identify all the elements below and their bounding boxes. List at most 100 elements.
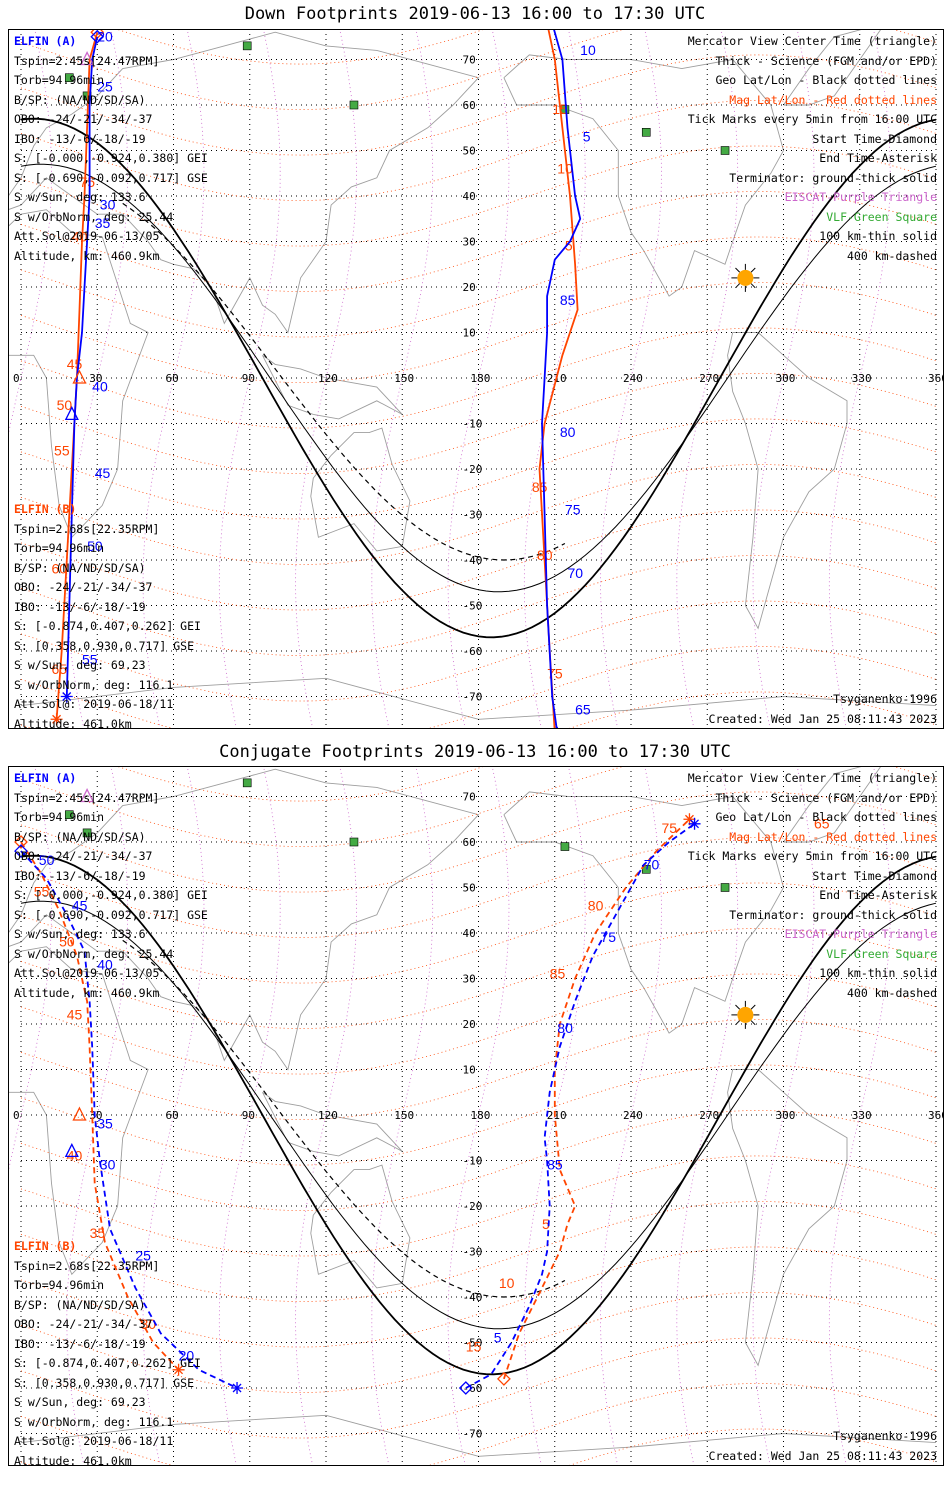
elfin-a-line: Torb=94.96min <box>14 810 105 824</box>
mag-parallel <box>20 767 937 848</box>
lon-tick-label: 330 <box>852 372 872 385</box>
track-time-label: 55 <box>34 884 50 900</box>
end-asterisk <box>683 813 696 826</box>
mag-parallel <box>20 99 937 202</box>
footprint-map-conjugate[interactable]: 0 30 60 90 120 150 180 210 240 270 300 330 360 70 60 50… <box>9 767 943 1465</box>
elfin-a-track <box>465 823 696 1389</box>
legend-line: 400 km-dashed <box>846 985 937 1000</box>
terminator-400km <box>122 202 566 561</box>
track-time-label: 10 <box>557 160 573 176</box>
lat-tick-label: 70 <box>463 54 476 67</box>
mag-parallel <box>20 1155 937 1257</box>
track-time-label: 10 <box>499 1275 515 1291</box>
track-time-label: 50 <box>87 538 103 554</box>
elfin-a-line: Torb=94.96min <box>14 73 105 87</box>
created-label: Created: Wed Jan 25 08:11:43 2023 <box>708 712 937 726</box>
vlf-station-square <box>720 146 730 155</box>
lon-tick-label: 120 <box>318 372 338 385</box>
lon-tick-label: 90 <box>242 372 255 385</box>
vlf-station-square <box>720 883 730 892</box>
legend-line: End Time-Asterisk <box>819 151 937 165</box>
track-time-label: 85 <box>532 479 548 495</box>
lon-tick-label: 60 <box>166 1109 179 1122</box>
end-asterisk <box>556 726 558 728</box>
lat-tick-label: -50 <box>463 600 483 613</box>
lon-tick-label: 240 <box>623 372 643 385</box>
elfin-b-line: B/SP: (NA/ND/SD/SA) <box>14 1297 146 1312</box>
track-time-label: 85 <box>550 966 566 982</box>
lat-tick-label: -30 <box>463 1246 483 1259</box>
mag-parallel <box>20 928 937 1030</box>
continent-outline <box>262 354 403 420</box>
continent-outline <box>727 1069 848 1367</box>
model-label: Tsyganenko-1996 <box>833 1429 937 1443</box>
continent-outline <box>310 427 411 552</box>
elfin-b-track <box>55 31 99 720</box>
end-asterisk <box>688 817 701 830</box>
model-label: Tsyganenko-1996 <box>833 692 937 706</box>
legend-line-mag: Mag Lat/Lon - Red dotted lines <box>729 92 937 107</box>
track-time-label: 5 <box>494 1330 502 1346</box>
track-time-label: 75 <box>79 174 95 190</box>
lat-tick-label: 30 <box>463 973 476 986</box>
lat-tick-label: -40 <box>463 554 483 567</box>
elfin-b-line: OBO: -24/-21/-34/-37 <box>14 580 153 594</box>
lon-tick-label: 300 <box>776 372 796 385</box>
track-time-label: 20 <box>97 30 113 44</box>
elfin-b-line: S: [-0.874,0.407,0.262] GEI <box>14 619 201 633</box>
legend-line: End Time-Asterisk <box>819 888 937 902</box>
track-time-label: 45 <box>95 465 111 481</box>
legend: Mercator View Center Time (triangle) Thi… <box>688 769 937 1003</box>
lat-tick-label: -70 <box>463 1428 483 1441</box>
continent-outline <box>503 791 784 1034</box>
lon-tick-label: 150 <box>394 1109 414 1122</box>
mag-parallel <box>20 54 937 156</box>
legend-line-mag: Mag Lat/Lon - Red dotted lines <box>729 829 937 844</box>
mag-parallel <box>20 973 937 1075</box>
track-time-label: 50 <box>59 934 75 950</box>
sun-ray <box>750 267 756 273</box>
lat-tick-label: 20 <box>463 1018 476 1031</box>
continent-outline <box>783 767 881 843</box>
lat-tick-label: -20 <box>463 1200 483 1213</box>
track-time-label: 45 <box>67 356 83 372</box>
track-time-label: 45 <box>72 897 88 913</box>
elfin-a-line: OBO: -24/-21/-34/-37 <box>14 849 153 863</box>
sun-ray <box>750 1020 756 1026</box>
mag-parallel <box>20 372 937 475</box>
mag-parallel <box>20 1292 937 1393</box>
start-diamond <box>14 844 28 859</box>
elfin-b-line: S: [0.358,0.930,0.717] GSE <box>14 1375 195 1390</box>
elfin-a-info: ELFIN (A) Tspin=2.45s[24.47RPM] Torb=94.… <box>14 769 208 1003</box>
lon-tick-label: 360 <box>928 372 943 385</box>
mag-parallel <box>20 1109 937 1212</box>
elfin-b-info: ELFIN (B) Tspin=2.68s[22.35RPM] Torb=94.… <box>14 1237 201 1465</box>
mag-parallel <box>20 327 937 429</box>
legend-line: Geo Lat/Lon - Black dotted lines <box>715 810 937 824</box>
elfin-b-line: Torb=94.96min <box>14 1278 105 1292</box>
lat-tick-label: 10 <box>463 327 476 340</box>
elfin-a-info: ELFIN (A) Tspin=2.45s[24.47RPM] Torb=94.… <box>14 32 208 266</box>
sun-ray <box>735 1004 741 1010</box>
track-time-label: 50 <box>57 397 73 413</box>
lon-tick-label: 90 <box>242 1109 255 1122</box>
footprint-map-down[interactable]: 0306090120150180210240270300330360706050… <box>9 30 943 728</box>
panel1-title: Down Footprints 2019-06-13 16:00 to 17:3… <box>244 4 706 24</box>
elfin-a-line: B/SP: (NA/ND/SD/SA) <box>14 92 146 107</box>
track-time-label: 5 <box>542 1216 550 1232</box>
mag-parallel <box>20 30 937 111</box>
legend-line: 100 km-thin solid <box>819 229 937 243</box>
legend-line: 100 km-thin solid <box>819 966 937 980</box>
elfin-b-line: Tspin=2.68s[22.35RPM] <box>14 521 160 536</box>
vlf-station-square <box>560 842 570 851</box>
continent-outline <box>310 1164 411 1289</box>
lat-tick-label: 40 <box>463 927 476 940</box>
lat-tick-label: 40 <box>463 190 476 203</box>
mag-parallel <box>20 600 937 702</box>
legend-line-vlf: VLF-Green Square <box>826 209 937 224</box>
track-time-label: 75 <box>601 929 617 945</box>
track-time-label: 65 <box>575 702 591 718</box>
vlf-station-square <box>64 810 74 820</box>
track-time-label: 35 <box>97 1116 113 1132</box>
track-time-label: 40 <box>92 379 108 395</box>
